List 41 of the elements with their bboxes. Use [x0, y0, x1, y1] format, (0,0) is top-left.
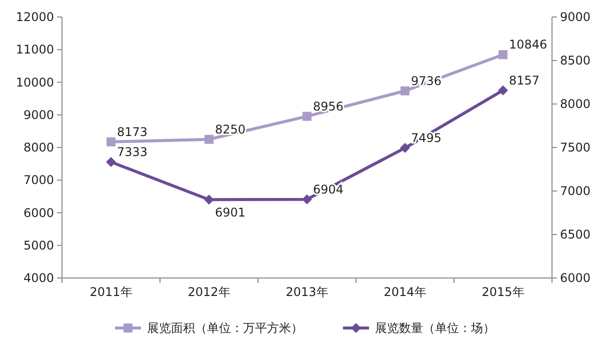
y-tick-label: 4000: [23, 271, 54, 285]
y-tick-label: 12000: [16, 10, 54, 24]
y2-tick-label: 7500: [560, 140, 591, 154]
x-tick-label: 2014年: [384, 285, 426, 299]
data-label: 9736: [411, 74, 442, 88]
legend-label: 展览数量（单位：场）: [375, 321, 495, 335]
data-label: 10846: [509, 38, 548, 52]
y-tick-label: 5000: [23, 238, 54, 252]
point: [302, 194, 312, 204]
data-label: 6901: [215, 206, 246, 220]
data-label: 8956: [313, 99, 344, 114]
legend-label: 展览面积（单位：万平方米）: [147, 321, 303, 335]
y2-tick-label: 7000: [560, 184, 591, 198]
y2-tick-label: 6500: [560, 228, 591, 242]
y2-tick-label: 8000: [560, 97, 591, 111]
point: [302, 112, 312, 121]
point: [400, 142, 410, 153]
point: [400, 86, 410, 96]
point: [106, 157, 116, 168]
y2-tick-label: 8500: [560, 54, 591, 68]
point: [498, 85, 508, 96]
point: [204, 194, 214, 205]
y-tick-label: 7000: [23, 173, 54, 188]
point: [498, 50, 508, 60]
x-tick-label: 2013年: [286, 285, 328, 299]
y-tick-label: 11000: [16, 42, 54, 57]
point: [204, 134, 214, 144]
x-tick-label: 2015年: [482, 285, 524, 299]
point: [106, 137, 116, 146]
y-tick-label: 6000: [23, 206, 54, 220]
y2-tick-label: 6000: [560, 271, 591, 285]
data-label: 8157: [509, 73, 540, 88]
data-label: 8250: [215, 122, 246, 136]
x-tick-label: 2011年: [90, 285, 132, 299]
y-tick-label: 10000: [16, 75, 54, 90]
data-label: 7333: [117, 145, 148, 160]
data-label: 8173: [117, 124, 148, 139]
y-tick-label: 8000: [23, 140, 54, 154]
y-tick-label: 9000: [23, 108, 54, 122]
x-tick-label: 2012年: [188, 285, 230, 299]
y2-tick-label: 9000: [560, 10, 591, 24]
